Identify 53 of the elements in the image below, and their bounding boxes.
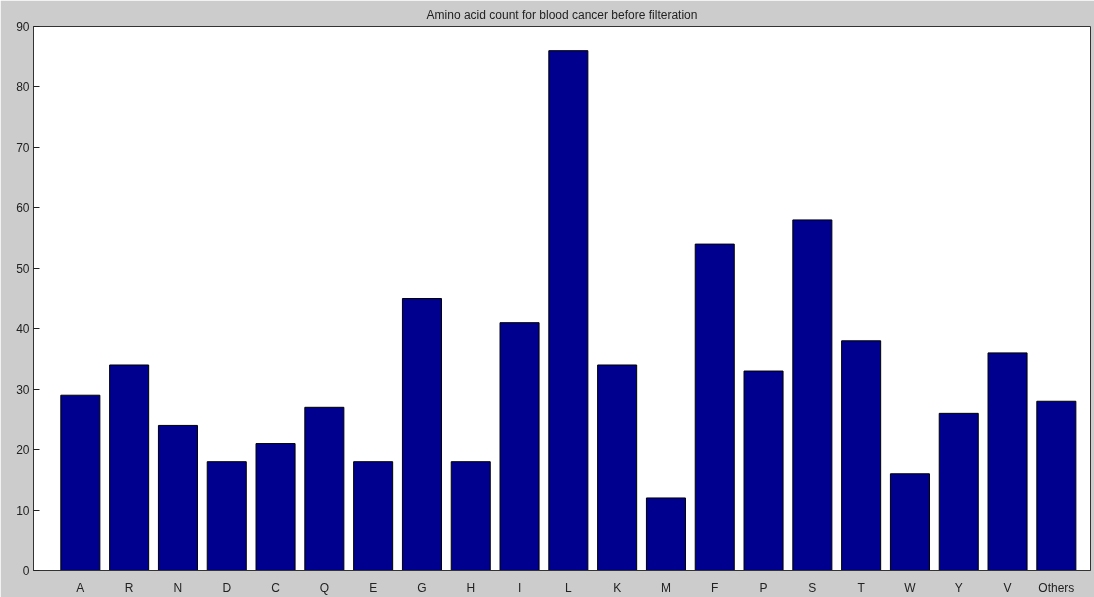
bar: [206, 461, 247, 571]
bar: [841, 340, 882, 571]
bar: [889, 473, 930, 571]
bar: [987, 352, 1028, 571]
bar: [353, 461, 394, 571]
bar: [109, 364, 150, 571]
x-tick-label: K: [613, 580, 622, 595]
x-tick-label: V: [1003, 580, 1012, 595]
x-tick-label: L: [565, 580, 573, 595]
x-tick-label: H: [466, 580, 476, 595]
y-tick-label: 70: [16, 140, 30, 155]
y-tick-label: 0: [22, 564, 30, 578]
bar: [499, 322, 540, 571]
x-tick-label: Q: [319, 580, 330, 595]
y-tick-label: 50: [16, 261, 30, 276]
y-tick-label: 60: [16, 201, 30, 216]
y-tick-label: 90: [16, 20, 30, 34]
x-tick-label: S: [808, 580, 817, 595]
x-tick-label: P: [759, 580, 768, 595]
x-tick-label: D: [222, 580, 232, 595]
x-tick-label: R: [124, 580, 134, 595]
x-tick-label: N: [173, 580, 183, 595]
bar: [548, 50, 589, 571]
bar: [401, 298, 442, 571]
y-tick-label: 80: [16, 80, 30, 95]
bar: [694, 243, 735, 571]
x-tick-label: M: [660, 580, 671, 595]
x-tick-label: T: [857, 580, 866, 595]
bar: [60, 394, 101, 571]
x-tick-label: G: [417, 580, 427, 595]
chart-title: Amino acid count for blood cancer before filteration: [426, 7, 698, 22]
x-tick-label: C: [271, 580, 281, 595]
y-tick-label: 10: [16, 503, 30, 518]
y-tick-label: 30: [16, 382, 30, 397]
x-tick-label: W: [904, 580, 917, 595]
bar: [450, 461, 491, 571]
x-tick-label: Y: [954, 580, 963, 595]
x-tick-label: A: [76, 580, 85, 595]
x-tick-label: I: [517, 580, 522, 595]
bar: [1036, 400, 1077, 571]
x-tick-label: Others: [1038, 580, 1075, 595]
bar: [792, 219, 833, 571]
bar: [597, 364, 638, 571]
y-tick-label: 20: [16, 443, 30, 458]
x-tick-label: F: [711, 580, 719, 595]
bar: [304, 406, 345, 571]
bar: [938, 412, 979, 571]
y-tick-label: 40: [16, 322, 30, 337]
bar: [157, 424, 198, 571]
bar: [645, 497, 686, 571]
bar: [743, 370, 784, 571]
bar: [255, 443, 296, 571]
x-tick-label: E: [369, 580, 378, 595]
